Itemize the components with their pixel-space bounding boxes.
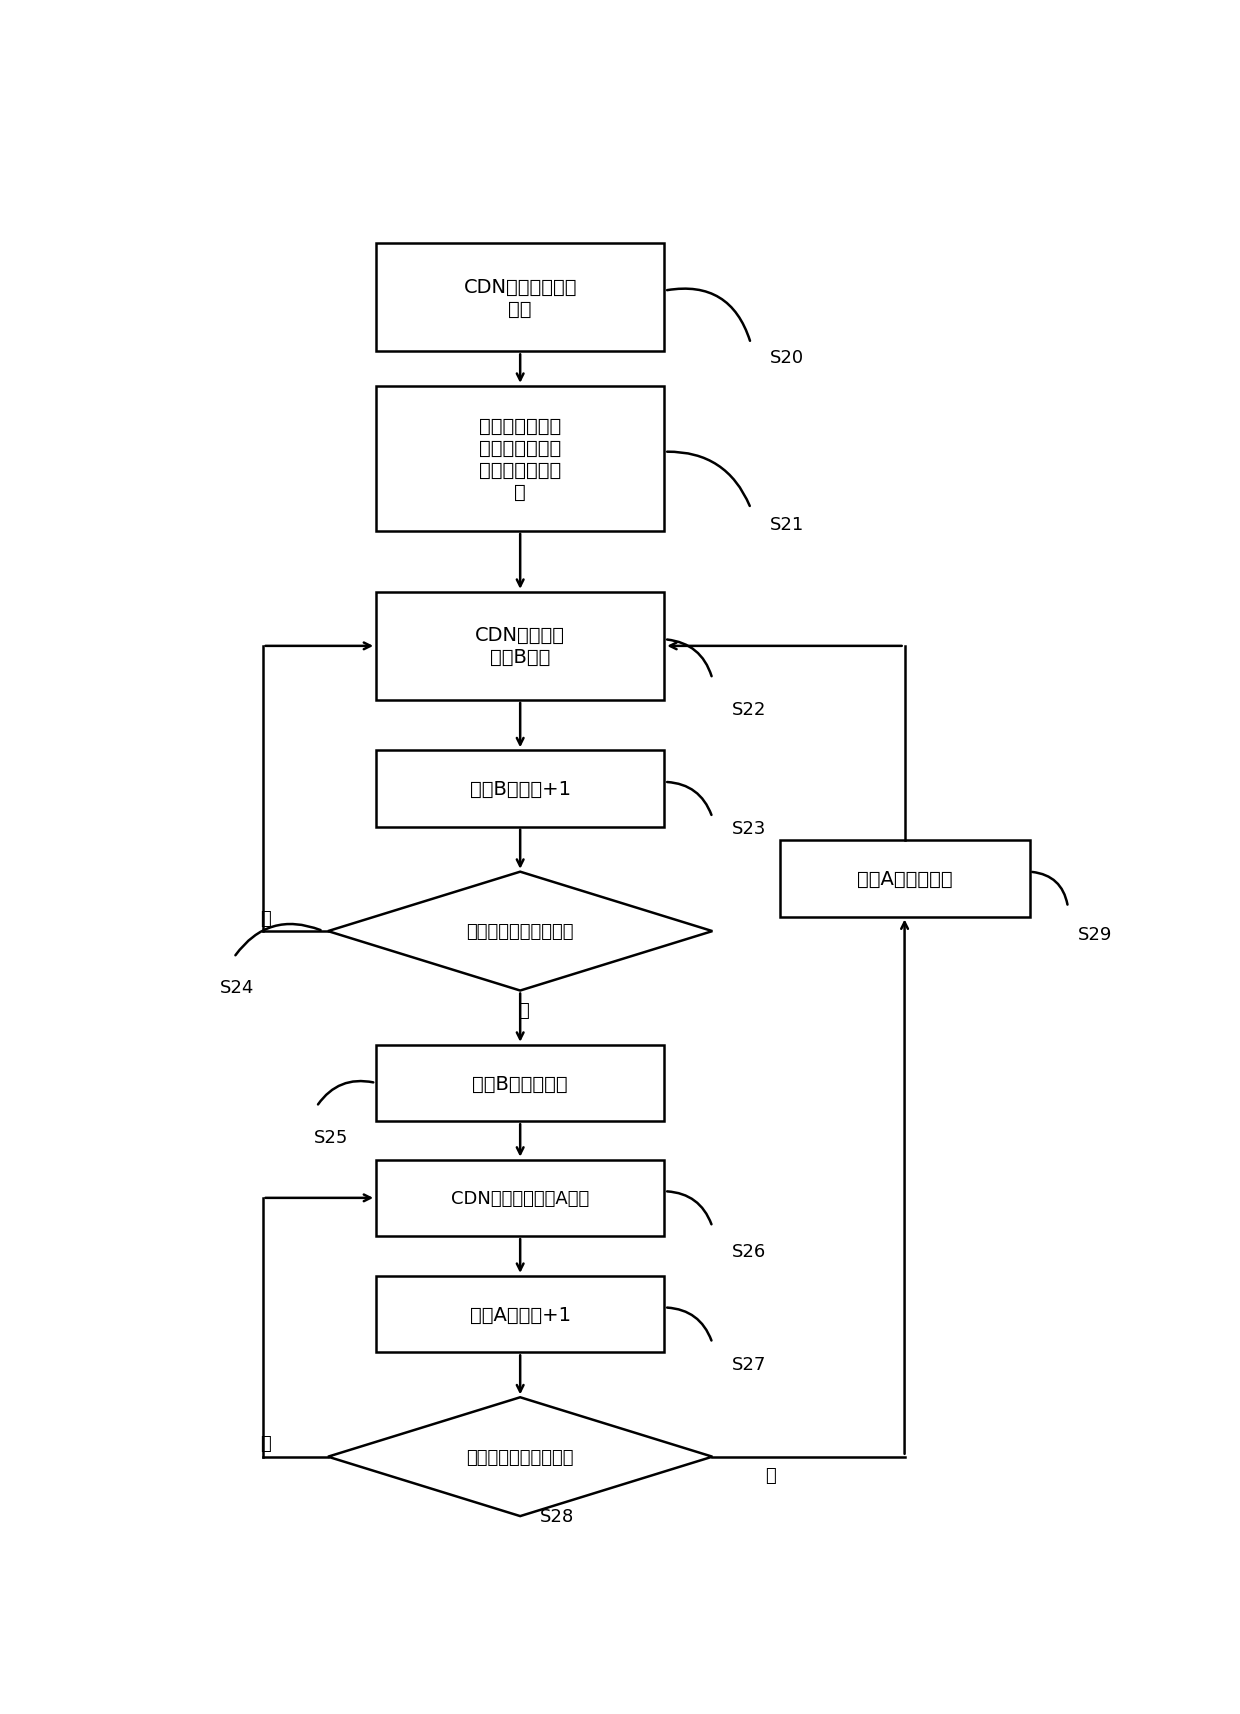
Text: CDN边缘节点回源A请求: CDN边缘节点回源A请求 — [451, 1190, 589, 1207]
Text: S26: S26 — [732, 1243, 766, 1260]
Text: S29: S29 — [1078, 926, 1112, 943]
Text: S23: S23 — [732, 819, 766, 838]
Bar — [376, 386, 665, 531]
Text: 否: 否 — [765, 1465, 775, 1484]
Text: 回源A计数器清零: 回源A计数器清零 — [857, 869, 952, 888]
Text: 计数器是否小于比重值: 计数器是否小于比重值 — [466, 922, 574, 941]
Bar — [376, 751, 665, 828]
Bar — [376, 593, 665, 701]
Text: S27: S27 — [732, 1356, 766, 1373]
Bar — [780, 840, 1029, 917]
Text: 回源B计数器+1: 回源B计数器+1 — [470, 780, 570, 799]
Bar — [376, 1160, 665, 1236]
Text: S22: S22 — [732, 701, 766, 718]
Polygon shape — [327, 872, 713, 991]
Text: 是: 是 — [260, 1435, 270, 1453]
Text: S21: S21 — [770, 516, 805, 535]
Text: S24: S24 — [221, 979, 254, 996]
Text: 根据所有的源服
务器及相应的比
重判定回源服务
器: 根据所有的源服 务器及相应的比 重判定回源服务 器 — [479, 417, 562, 502]
Text: 是: 是 — [260, 910, 270, 927]
Bar — [376, 243, 665, 351]
Text: S28: S28 — [539, 1507, 574, 1525]
Text: S20: S20 — [770, 348, 805, 367]
Text: 回源B计数器清零: 回源B计数器清零 — [472, 1075, 568, 1094]
Text: CDN边缘节点
回源B请求: CDN边缘节点 回源B请求 — [475, 626, 565, 667]
Text: CDN边缘节点回源
请求: CDN边缘节点回源 请求 — [464, 278, 577, 319]
Bar — [376, 1275, 665, 1352]
Polygon shape — [327, 1397, 713, 1517]
Text: 回源A计数器+1: 回源A计数器+1 — [470, 1304, 570, 1323]
Bar — [376, 1046, 665, 1121]
Text: 否: 否 — [517, 1001, 528, 1020]
Text: S25: S25 — [314, 1128, 348, 1147]
Text: 计数器是否小于比重值: 计数器是否小于比重值 — [466, 1448, 574, 1465]
